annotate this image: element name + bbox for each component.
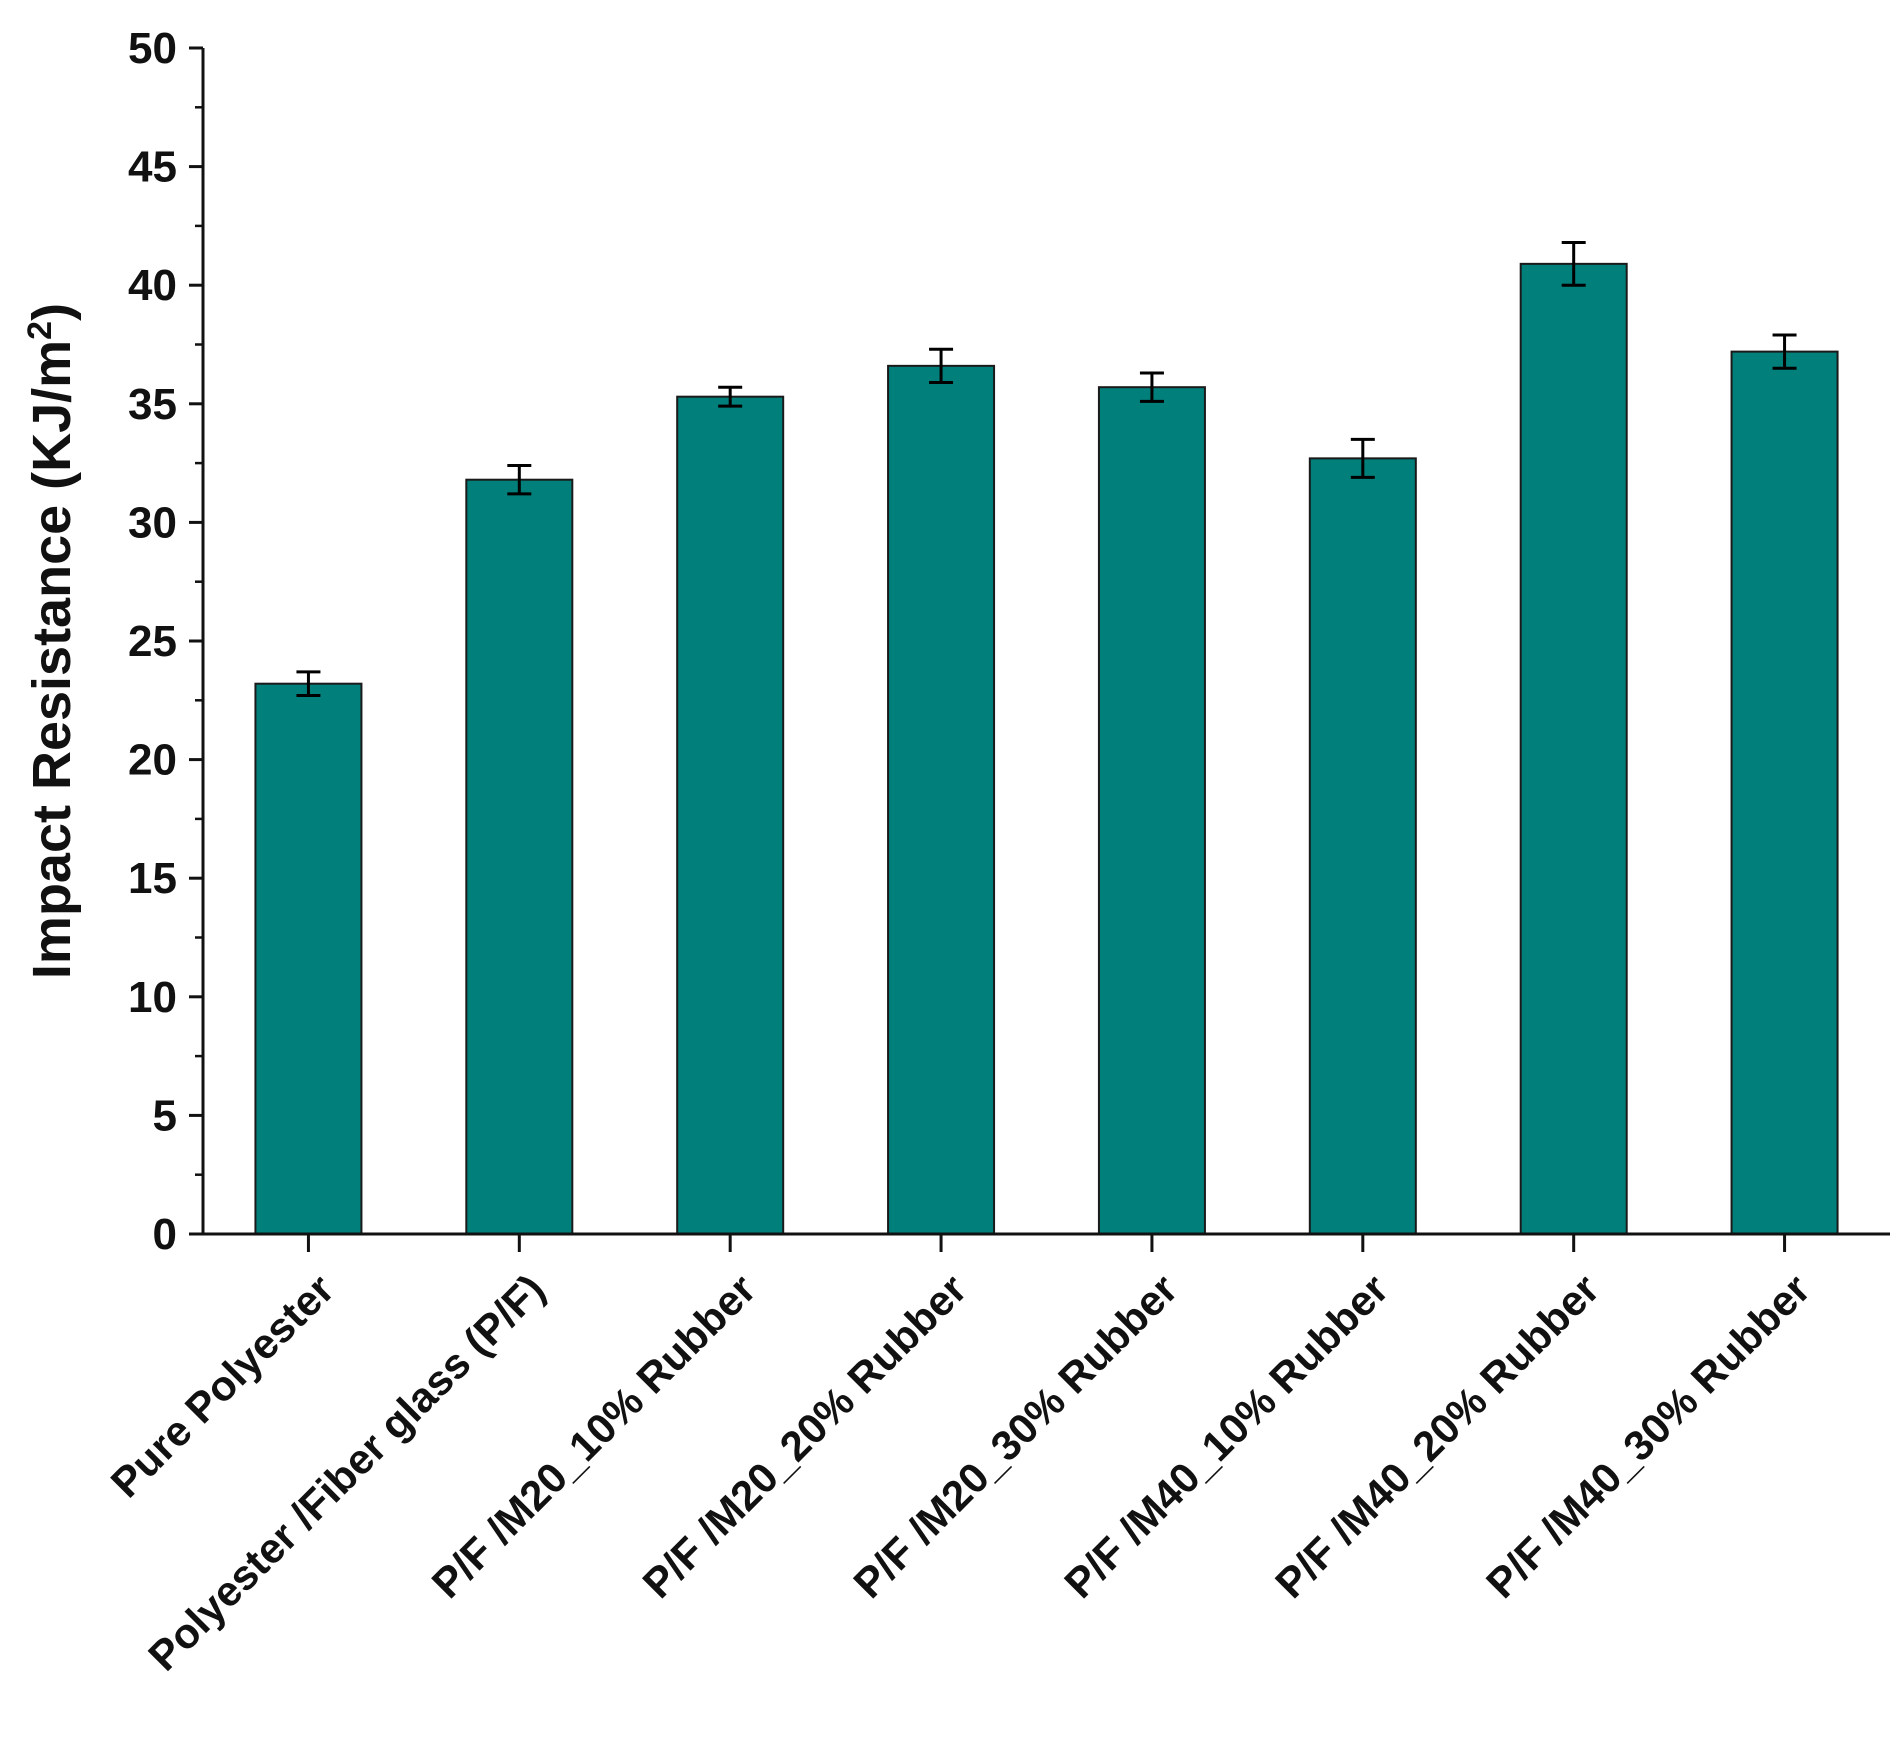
axes-layer (201, 48, 1890, 1236)
y-tick-label: 25 (128, 617, 177, 666)
bar (1308, 457, 1417, 1235)
bar (465, 478, 574, 1236)
y-tick-label: 10 (128, 973, 177, 1022)
y-tick-label: 15 (128, 854, 177, 903)
y-axis-title-suffix: ) (22, 303, 82, 321)
bar (1519, 262, 1628, 1235)
y-axis-title: Impact Resistance (KJ/m2) (21, 303, 82, 979)
bar (254, 682, 363, 1235)
y-tick-label: 35 (128, 380, 177, 429)
y-tick-label: 30 (128, 498, 177, 547)
bars-layer (254, 262, 1839, 1236)
bar (887, 364, 996, 1235)
error-bars-layer (296, 241, 1797, 698)
x-category-label: Polyester /Fiber glass (P/F) (139, 1265, 553, 1679)
bar (1097, 386, 1206, 1236)
y-tick-label: 50 (128, 24, 177, 73)
bar (676, 395, 785, 1235)
y-tick-label: 5 (153, 1091, 177, 1140)
x-category-label: Pure Polyester (102, 1265, 343, 1506)
y-ticks-layer: 0 5 10 15 20 25 30 35 40 45 50 (128, 24, 203, 1259)
y-axis-title-main: Impact Resistance (KJ/m (22, 340, 82, 979)
bar (1730, 350, 1839, 1235)
y-axis-title-superscript: 2 (21, 321, 59, 340)
y-tick-label: 20 (128, 736, 177, 785)
x-ticks-layer (306, 1234, 1787, 1252)
y-tick-label: 0 (153, 1210, 177, 1259)
y-tick-label: 40 (128, 261, 177, 310)
y-tick-label: 45 (128, 143, 177, 192)
